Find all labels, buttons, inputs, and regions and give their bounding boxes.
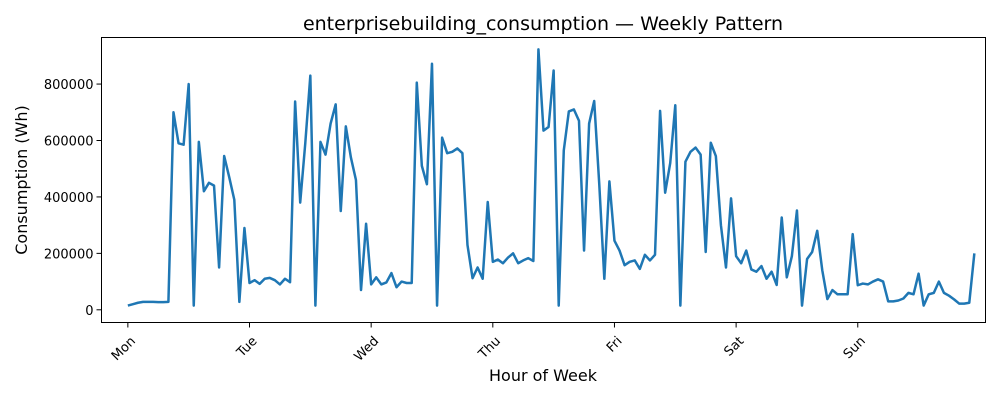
y-axis-title: Consumption (Wh)	[12, 105, 31, 255]
y-tick-label: 800000	[44, 78, 94, 93]
chart-title: enterprisebuilding_consumption — Weekly …	[303, 13, 783, 35]
y-tick-label: 400000	[44, 191, 94, 206]
plot-frame	[101, 37, 986, 323]
y-tick-label: 600000	[44, 134, 94, 149]
plot-area	[127, 48, 976, 307]
series-line-0	[127, 48, 976, 307]
y-tick-label: 200000	[44, 247, 94, 262]
x-axis-title: Hour of Week	[489, 366, 598, 385]
y-tick-label: 0	[85, 304, 93, 319]
y-axis: 0 200000 400000 600000 800000	[44, 78, 102, 319]
